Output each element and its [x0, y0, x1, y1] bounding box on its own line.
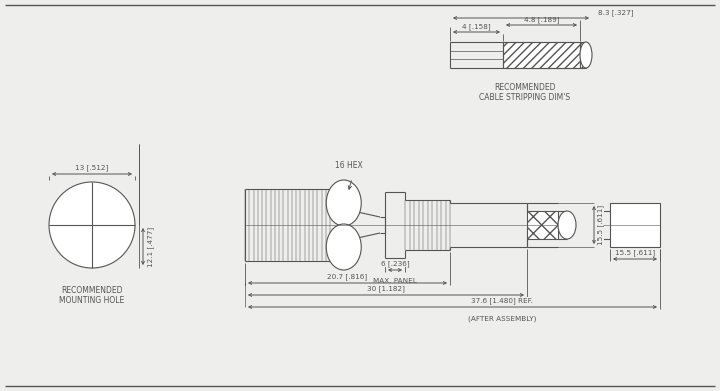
Text: 15.5 [.611]: 15.5 [.611]	[597, 205, 604, 245]
Text: 30 [1.182]: 30 [1.182]	[367, 285, 405, 292]
Ellipse shape	[580, 42, 592, 68]
Text: 6 [.236]: 6 [.236]	[381, 260, 409, 267]
Text: RECOMMENDED
MOUNTING HOLE: RECOMMENDED MOUNTING HOLE	[59, 286, 125, 305]
Text: RECOMMENDED
CABLE STRIPPING DIM'S: RECOMMENDED CABLE STRIPPING DIM'S	[480, 83, 570, 102]
Text: 8.3 [.327]: 8.3 [.327]	[598, 9, 634, 16]
Text: 4 [.158]: 4 [.158]	[462, 23, 491, 30]
Circle shape	[49, 182, 135, 268]
Text: 13 [.512]: 13 [.512]	[76, 164, 109, 171]
Text: (AFTER ASSEMBLY): (AFTER ASSEMBLY)	[468, 315, 536, 321]
Text: 12.1 [.477]: 12.1 [.477]	[147, 226, 154, 267]
Bar	[503, 42, 580, 68]
Ellipse shape	[558, 211, 576, 239]
Text: 37.6 [1.480] REF.: 37.6 [1.480] REF.	[472, 297, 534, 304]
Ellipse shape	[326, 180, 361, 226]
Bar	[610, 203, 660, 247]
Text: 4.8 [.189]: 4.8 [.189]	[523, 16, 559, 23]
Ellipse shape	[326, 224, 361, 270]
Text: 16 HEX: 16 HEX	[335, 161, 363, 170]
Bar	[580, 42, 586, 68]
Text: 20.7 [.816]: 20.7 [.816]	[328, 273, 368, 280]
Bar	[527, 211, 558, 239]
Text: 15.5 [.611]: 15.5 [.611]	[615, 249, 655, 256]
Text: MAX. PANEL: MAX. PANEL	[373, 278, 417, 284]
